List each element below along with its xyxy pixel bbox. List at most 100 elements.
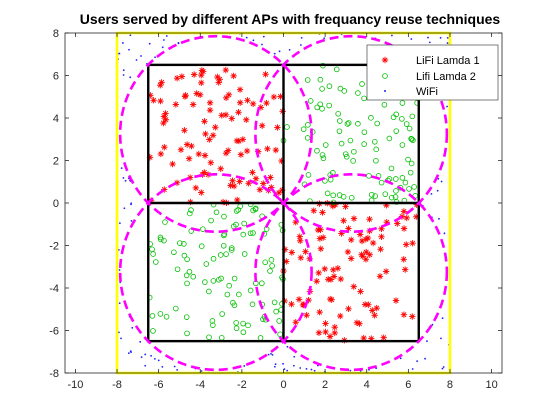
x-tick-label: 0 [280,379,286,391]
wifi-point [130,219,133,222]
wifi-point [428,41,431,44]
lifi2-point [184,330,190,337]
lifi1-point [190,71,198,78]
lifi1-point [207,159,215,166]
lifi1-point [177,146,185,153]
lifi2-point [342,151,349,157]
legend-marker-lifi2 [382,73,388,79]
lifi1-point [392,297,400,304]
wifi-point [313,369,316,372]
lifi1-point [157,150,165,158]
lifi2-point [408,135,414,142]
lifi1-point [331,324,338,331]
lifi1-point [401,266,409,273]
wifi-point [118,331,120,334]
wifi-point [293,355,296,358]
lifi2-point [368,115,374,121]
wifi-point [440,337,442,340]
wifi-point [124,179,127,182]
lifi2-point [223,251,229,257]
lifi2-point [250,207,256,214]
y-tick-label: 4 [53,113,59,125]
lifi1-point [225,91,233,98]
wifi-point [173,365,176,368]
lifi1-point [202,130,209,138]
lifi1-point [350,215,358,222]
wifi-point [286,345,289,348]
lifi2-point [373,157,379,164]
lifi1-point [209,132,217,139]
wifi-point [118,52,121,55]
wifi-point [144,353,147,356]
wifi-point [153,357,156,360]
x-tick-label: -10 [67,379,83,391]
lifi1-point [317,245,325,252]
lifi1-point [185,155,193,162]
wifi-point [144,364,147,367]
wifi-point [140,356,143,359]
wifi-point [123,207,126,210]
y-tick-label: -4 [49,283,59,295]
lifi1-point [229,177,236,184]
lifi2-point [348,195,355,201]
lifi1-point [403,241,410,248]
lifi2-point [218,275,224,282]
wifi-point [288,49,291,51]
lifi2-point [388,165,395,172]
wifi-point [121,42,124,44]
lifi2-point [361,129,368,136]
lifi2-point [409,113,416,120]
wifi-point [267,353,270,356]
lifi1-point [243,147,251,155]
y-tick-label: 6 [53,71,59,83]
lifi2-point [407,169,414,176]
wifi-point [200,370,203,373]
lifi1-point [215,79,222,86]
lifi2-point [220,242,227,249]
lifi1-point [218,112,225,119]
wifi-point [120,337,122,340]
lifi1-point [162,116,170,123]
lifi2-point [399,175,406,181]
lifi2-point [235,207,241,213]
lifi1-point [206,136,213,143]
lifi2-point [158,236,164,243]
legend-marker-shape [381,56,389,64]
legend-label-lifi1: LiFi Lamda 1 [416,55,480,67]
lifi2-point [271,299,278,306]
lifi2-point [241,251,248,257]
legend-box [366,44,499,101]
wifi-point [140,55,142,57]
lifi2-point [361,141,367,147]
legend-marker-shape [384,90,386,92]
wifi-point [440,180,443,183]
lifi1-point [347,236,355,244]
x-tick-label: 10 [485,379,497,391]
lifi2-point [228,247,235,253]
lifi1-point [303,312,310,319]
lifi2-point [213,209,220,216]
lifi2-point [183,272,190,279]
wifi-point [122,69,125,72]
wifi-point [161,365,164,368]
lifi1-point [296,233,303,240]
lifi1-point [222,66,229,74]
wifi-point [430,193,433,195]
lifi1-point [264,145,271,153]
wifi-point [245,36,248,39]
lifi2-point [411,184,417,190]
lifi1-point [227,182,234,189]
lifi2-point [381,101,388,108]
wifi-point [283,368,286,371]
lifi2-point [163,313,170,320]
lifi1-point [201,118,208,125]
lifi1-point [326,333,334,340]
lifi2-point [355,90,361,96]
lifi2-point [233,320,239,326]
x-tick-label: 8 [447,379,453,391]
lifi1-point [236,86,244,93]
lifi2-point [200,226,206,232]
lifi-cell-circle-4 [254,173,449,372]
y-tick-label: 2 [53,156,59,168]
